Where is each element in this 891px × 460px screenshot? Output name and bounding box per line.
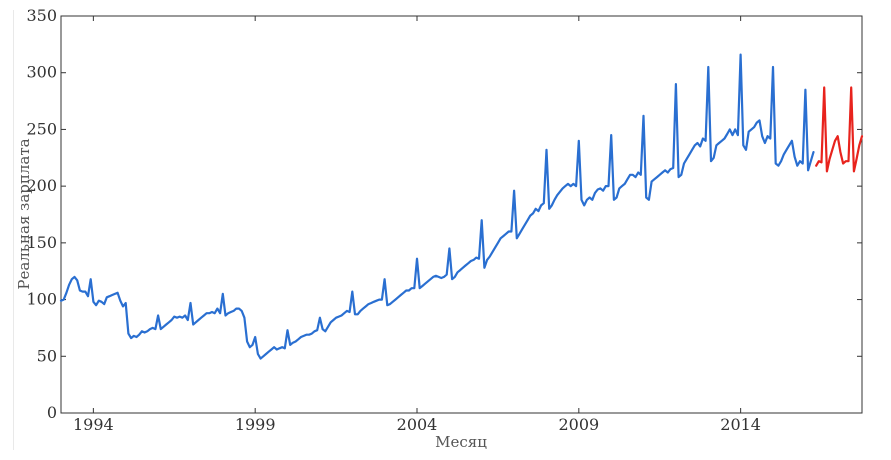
series-line-actual — [59, 53, 815, 360]
y-tick-label: 100 — [26, 290, 57, 309]
y-axis: 0 50 100 150 200 250 300 350 — [26, 6, 862, 422]
x-tick-label: 2004 — [397, 415, 438, 434]
y-tick-label: 50 — [37, 346, 57, 365]
y-tick-label: 150 — [26, 233, 57, 252]
y-tick-label: 0 — [47, 403, 57, 422]
plot-area-frame — [60, 15, 863, 414]
x-tick-label: 1994 — [73, 415, 114, 434]
x-tick-label: 2014 — [720, 415, 761, 434]
x-axis-title: Месяц — [435, 433, 487, 451]
y-tick-label: 200 — [26, 176, 57, 195]
x-axis: 1994 1999 2004 2009 2014 — [73, 16, 761, 434]
y-tick-label: 300 — [26, 63, 57, 82]
left-margin-rule — [13, 10, 14, 450]
series-line-forecast — [815, 86, 864, 173]
x-tick-label: 2009 — [558, 415, 599, 434]
x-tick-label: 1999 — [235, 415, 276, 434]
y-axis-title: Реальная зарплата — [15, 138, 33, 289]
series-layer — [59, 53, 864, 360]
y-tick-label: 350 — [26, 6, 57, 25]
y-tick-label: 250 — [26, 119, 57, 138]
